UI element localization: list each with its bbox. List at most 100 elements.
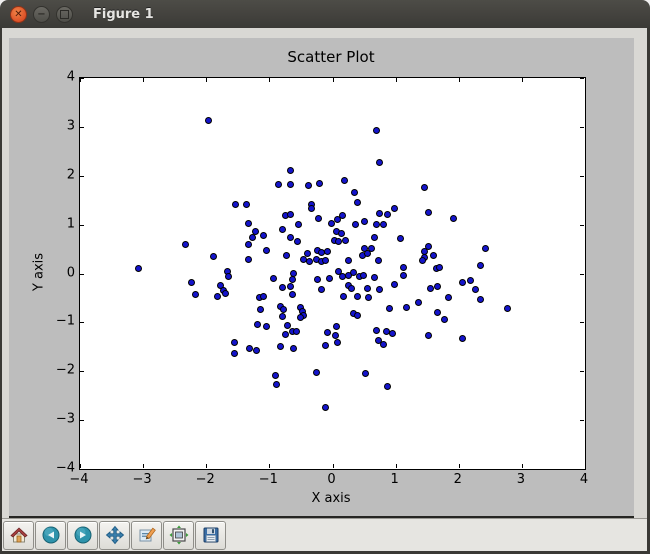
y-tick-label: 4 bbox=[66, 69, 75, 85]
subplots-configure-icon bbox=[169, 525, 188, 545]
scatter-point bbox=[317, 285, 325, 293]
back-button[interactable] bbox=[35, 520, 66, 550]
window-border-bottom[interactable] bbox=[0, 551, 650, 554]
scatter-point bbox=[278, 226, 286, 233]
x-tick-mark bbox=[458, 464, 460, 468]
scatter-point bbox=[263, 247, 271, 255]
scatter-point bbox=[257, 305, 265, 313]
scatter-point bbox=[322, 404, 330, 412]
titlebar[interactable]: ✕ − Figure 1 bbox=[0, 0, 650, 28]
scatter-point bbox=[334, 216, 342, 224]
scatter-point bbox=[252, 346, 260, 354]
home-button[interactable] bbox=[3, 520, 34, 550]
home-icon bbox=[9, 527, 28, 543]
scatter-point bbox=[230, 349, 238, 357]
scatter-point bbox=[435, 263, 443, 271]
scatter-point bbox=[204, 117, 212, 125]
axes[interactable] bbox=[79, 77, 586, 470]
y-tick-mark bbox=[80, 175, 84, 177]
scatter-point bbox=[245, 241, 253, 249]
scatter-point bbox=[399, 263, 407, 271]
y-tick-mark bbox=[580, 469, 584, 470]
scatter-point bbox=[327, 219, 335, 227]
scatter-point bbox=[272, 372, 280, 380]
y-tick-mark bbox=[80, 126, 84, 128]
scatter-point bbox=[287, 283, 295, 291]
scatter-point bbox=[466, 277, 474, 285]
save-button[interactable] bbox=[195, 520, 226, 550]
scatter-point bbox=[325, 275, 333, 283]
scatter-point bbox=[293, 327, 301, 335]
scatter-point bbox=[282, 331, 290, 339]
scatter-point bbox=[287, 211, 295, 219]
scatter-point bbox=[353, 292, 361, 300]
scatter-point bbox=[314, 276, 322, 284]
figure-canvas[interactable]: Scatter Plot X axis Y axis −4 −3 −2 −1 0 1 2 3 4… bbox=[9, 38, 634, 518]
y-tick-mark bbox=[580, 273, 584, 275]
scatter-point bbox=[361, 217, 369, 225]
x-tick-label: −4 bbox=[69, 472, 89, 487]
scatter-point bbox=[339, 292, 347, 300]
scatter-point bbox=[375, 285, 383, 293]
x-axis-label: X axis bbox=[311, 491, 351, 506]
scatter-point bbox=[323, 328, 331, 336]
x-tick-mark bbox=[206, 464, 208, 468]
scatter-point bbox=[181, 241, 189, 249]
y-tick-mark bbox=[580, 322, 584, 324]
pan-button[interactable] bbox=[99, 520, 130, 550]
scatter-point bbox=[375, 158, 383, 166]
x-tick-label: −1 bbox=[258, 472, 278, 487]
scatter-point bbox=[424, 332, 432, 340]
x-tick-mark bbox=[458, 78, 460, 82]
x-tick-mark bbox=[395, 464, 397, 468]
scatter-point bbox=[383, 211, 391, 219]
minimize-button[interactable]: − bbox=[33, 5, 50, 23]
y-tick-label: 3 bbox=[66, 118, 75, 134]
scatter-point bbox=[419, 257, 427, 265]
scatter-point bbox=[216, 281, 224, 289]
scatter-point bbox=[340, 177, 348, 185]
scatter-point bbox=[396, 235, 404, 243]
close-button[interactable]: ✕ bbox=[10, 5, 27, 23]
window-body: Scatter Plot X axis Y axis −4 −3 −2 −1 0 1 2 3 4… bbox=[0, 28, 650, 554]
scatter-point bbox=[289, 345, 297, 353]
scatter-point bbox=[400, 271, 408, 279]
scatter-point bbox=[471, 285, 479, 293]
zoom-button[interactable] bbox=[131, 520, 162, 550]
scatter-point bbox=[249, 234, 257, 242]
scatter-point bbox=[372, 126, 380, 134]
window-border-right[interactable] bbox=[647, 28, 650, 554]
forward-button[interactable] bbox=[67, 520, 98, 550]
x-tick-label: 3 bbox=[516, 472, 526, 487]
scatter-point bbox=[363, 284, 371, 292]
scatter-point bbox=[375, 257, 383, 265]
scatter-point bbox=[276, 343, 284, 351]
maximize-button[interactable] bbox=[56, 5, 73, 23]
scatter-point bbox=[449, 215, 457, 223]
scatter-point bbox=[274, 181, 282, 189]
scatter-point bbox=[385, 304, 393, 312]
pan-move-icon bbox=[105, 525, 124, 545]
scatter-point bbox=[303, 250, 311, 258]
scatter-point bbox=[225, 272, 233, 280]
y-tick-label: −3 bbox=[55, 411, 75, 427]
scatter-point bbox=[424, 208, 432, 216]
scatter-point bbox=[359, 271, 367, 279]
scatter-point bbox=[379, 220, 387, 228]
scatter-point bbox=[363, 250, 371, 258]
y-tick-mark bbox=[580, 126, 584, 128]
scatter-point bbox=[339, 211, 347, 219]
x-tick-mark bbox=[80, 464, 81, 468]
y-tick-label: 1 bbox=[66, 216, 75, 232]
scatter-point bbox=[426, 284, 434, 292]
scatter-point bbox=[260, 231, 268, 239]
y-tick-label: 0 bbox=[66, 265, 75, 280]
scatter-point bbox=[297, 313, 305, 321]
scatter-point bbox=[288, 276, 296, 284]
scatter-point bbox=[269, 275, 277, 283]
subplots-button[interactable] bbox=[163, 520, 194, 550]
scatter-point bbox=[284, 322, 292, 330]
scatter-point bbox=[209, 253, 217, 261]
scatter-point bbox=[477, 296, 485, 304]
scatter-point bbox=[403, 303, 411, 311]
